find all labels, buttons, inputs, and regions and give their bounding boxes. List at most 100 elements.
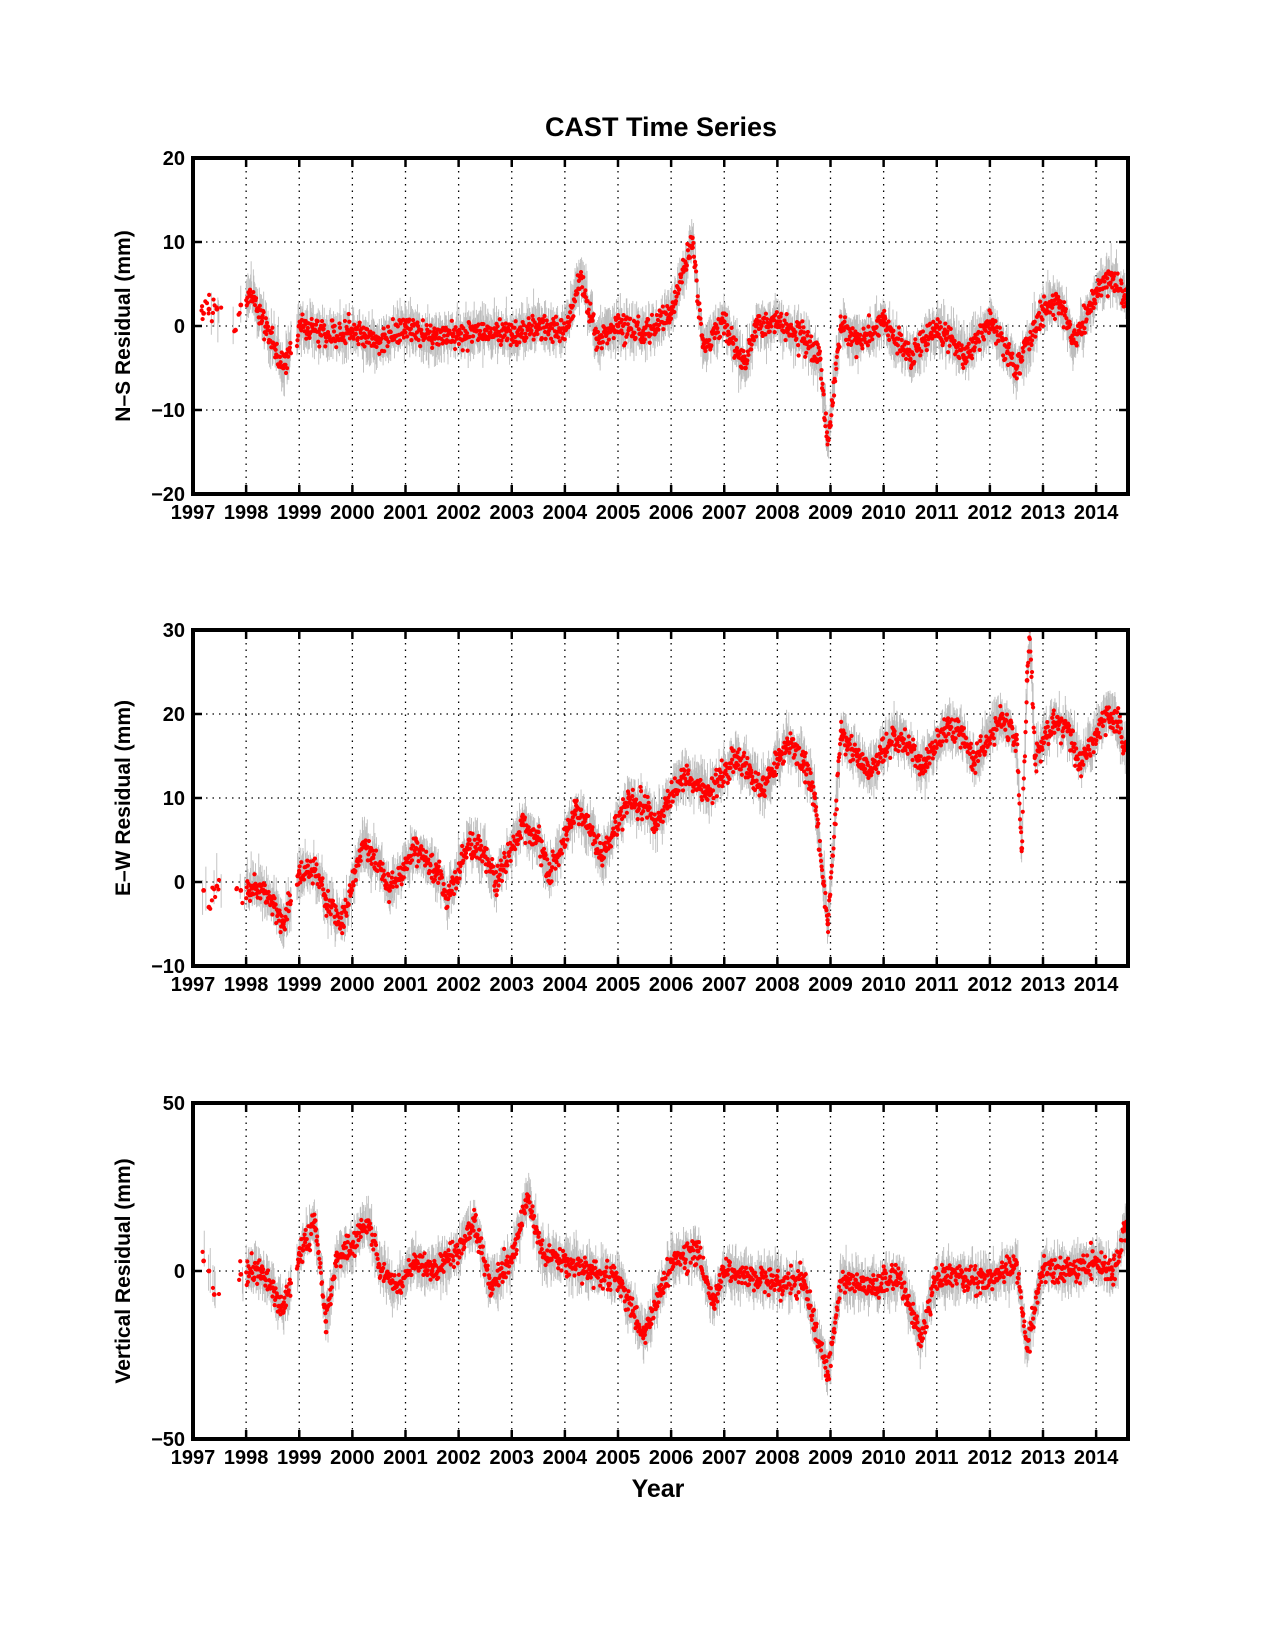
data-point: [252, 302, 258, 308]
data-point: [734, 345, 740, 351]
data-point: [600, 334, 605, 339]
data-point: [200, 316, 205, 322]
data-point: [497, 317, 502, 322]
data-point: [299, 328, 304, 333]
data-point: [498, 342, 503, 347]
data-point: [846, 337, 851, 342]
data-point: [488, 330, 493, 335]
data-point: [530, 313, 535, 318]
data-point: [792, 333, 797, 338]
data-point: [647, 340, 652, 345]
data-point: [262, 337, 267, 342]
data-point: [685, 248, 691, 253]
data-point: [303, 322, 308, 327]
data-point: [464, 331, 470, 336]
data-point: [1104, 285, 1109, 290]
x-tick-label: 2008: [755, 502, 800, 524]
data-point: [887, 337, 892, 343]
data-point: [823, 424, 828, 429]
data-point: [571, 314, 576, 319]
data-point: [385, 324, 391, 329]
data-point: [1063, 306, 1068, 312]
data-point: [1047, 310, 1053, 315]
data-point: [420, 318, 426, 323]
data-point: [860, 346, 865, 351]
data-point: [451, 331, 456, 336]
data-point: [801, 330, 807, 335]
data-point: [828, 423, 833, 428]
data-point: [245, 300, 250, 305]
data-point: [578, 273, 584, 278]
data-point: [1014, 376, 1019, 381]
data-point: [214, 306, 220, 312]
data-point: [817, 357, 823, 362]
data-point: [376, 340, 382, 346]
data-point: [924, 334, 929, 339]
data-point: [432, 326, 437, 331]
data-point: [429, 336, 435, 341]
data-point: [859, 343, 864, 348]
data-point: [418, 344, 423, 349]
data-point: [673, 299, 679, 304]
data-point: [309, 316, 314, 322]
figure-title: CAST Time Series: [545, 112, 777, 142]
data-point: [707, 337, 712, 343]
data-point: [1115, 271, 1120, 276]
data-point: [886, 319, 891, 324]
data-point: [625, 332, 630, 337]
x-tick-label: 1997: [171, 502, 216, 524]
data-point: [944, 337, 949, 342]
data-point: [804, 350, 809, 355]
data-point: [456, 341, 462, 347]
data-point: [1025, 341, 1030, 346]
data-point: [745, 358, 750, 363]
data-point: [1029, 342, 1034, 348]
data-point: [478, 328, 483, 334]
data-point: [825, 442, 830, 447]
data-point: [874, 324, 879, 330]
data-point: [1059, 311, 1064, 316]
data-point: [452, 339, 457, 344]
data-point: [531, 337, 536, 342]
data-point: [595, 345, 600, 350]
data-point: [590, 318, 595, 323]
y-tick-label: −20: [151, 484, 185, 506]
data-point: [694, 269, 699, 274]
data-point: [648, 332, 653, 337]
data-point: [742, 354, 747, 359]
data-point: [973, 340, 978, 345]
data-point: [436, 342, 441, 347]
data-point: [469, 339, 475, 344]
data-point: [999, 331, 1004, 336]
data-point: [273, 347, 278, 352]
data-point: [544, 318, 549, 323]
data-point: [633, 335, 638, 341]
data-point: [763, 311, 769, 316]
data-point: [264, 320, 270, 325]
data-point: [1037, 327, 1042, 332]
data-point: [912, 359, 917, 365]
data-point: [642, 337, 647, 342]
x-tick-label: 2009: [808, 502, 853, 524]
series-marks: [201, 630, 1128, 949]
data-point: [209, 319, 214, 324]
data-point: [390, 317, 396, 322]
data-point: [600, 339, 605, 345]
data-point: [1084, 317, 1089, 322]
data-point: [449, 318, 454, 323]
data-point: [929, 332, 934, 337]
data-point: [586, 307, 591, 312]
data-point: [632, 330, 637, 335]
data-point: [935, 317, 940, 322]
data-point: [505, 336, 510, 341]
data-point: [948, 326, 953, 331]
x-tick-label: 2010: [861, 502, 906, 524]
data-point: [337, 325, 343, 330]
data-point: [315, 319, 320, 324]
data-point: [1114, 284, 1119, 289]
data-point: [913, 337, 918, 342]
data-point: [526, 316, 531, 321]
data-point: [495, 324, 500, 329]
data-point: [703, 348, 708, 354]
data-point: [1056, 294, 1061, 299]
